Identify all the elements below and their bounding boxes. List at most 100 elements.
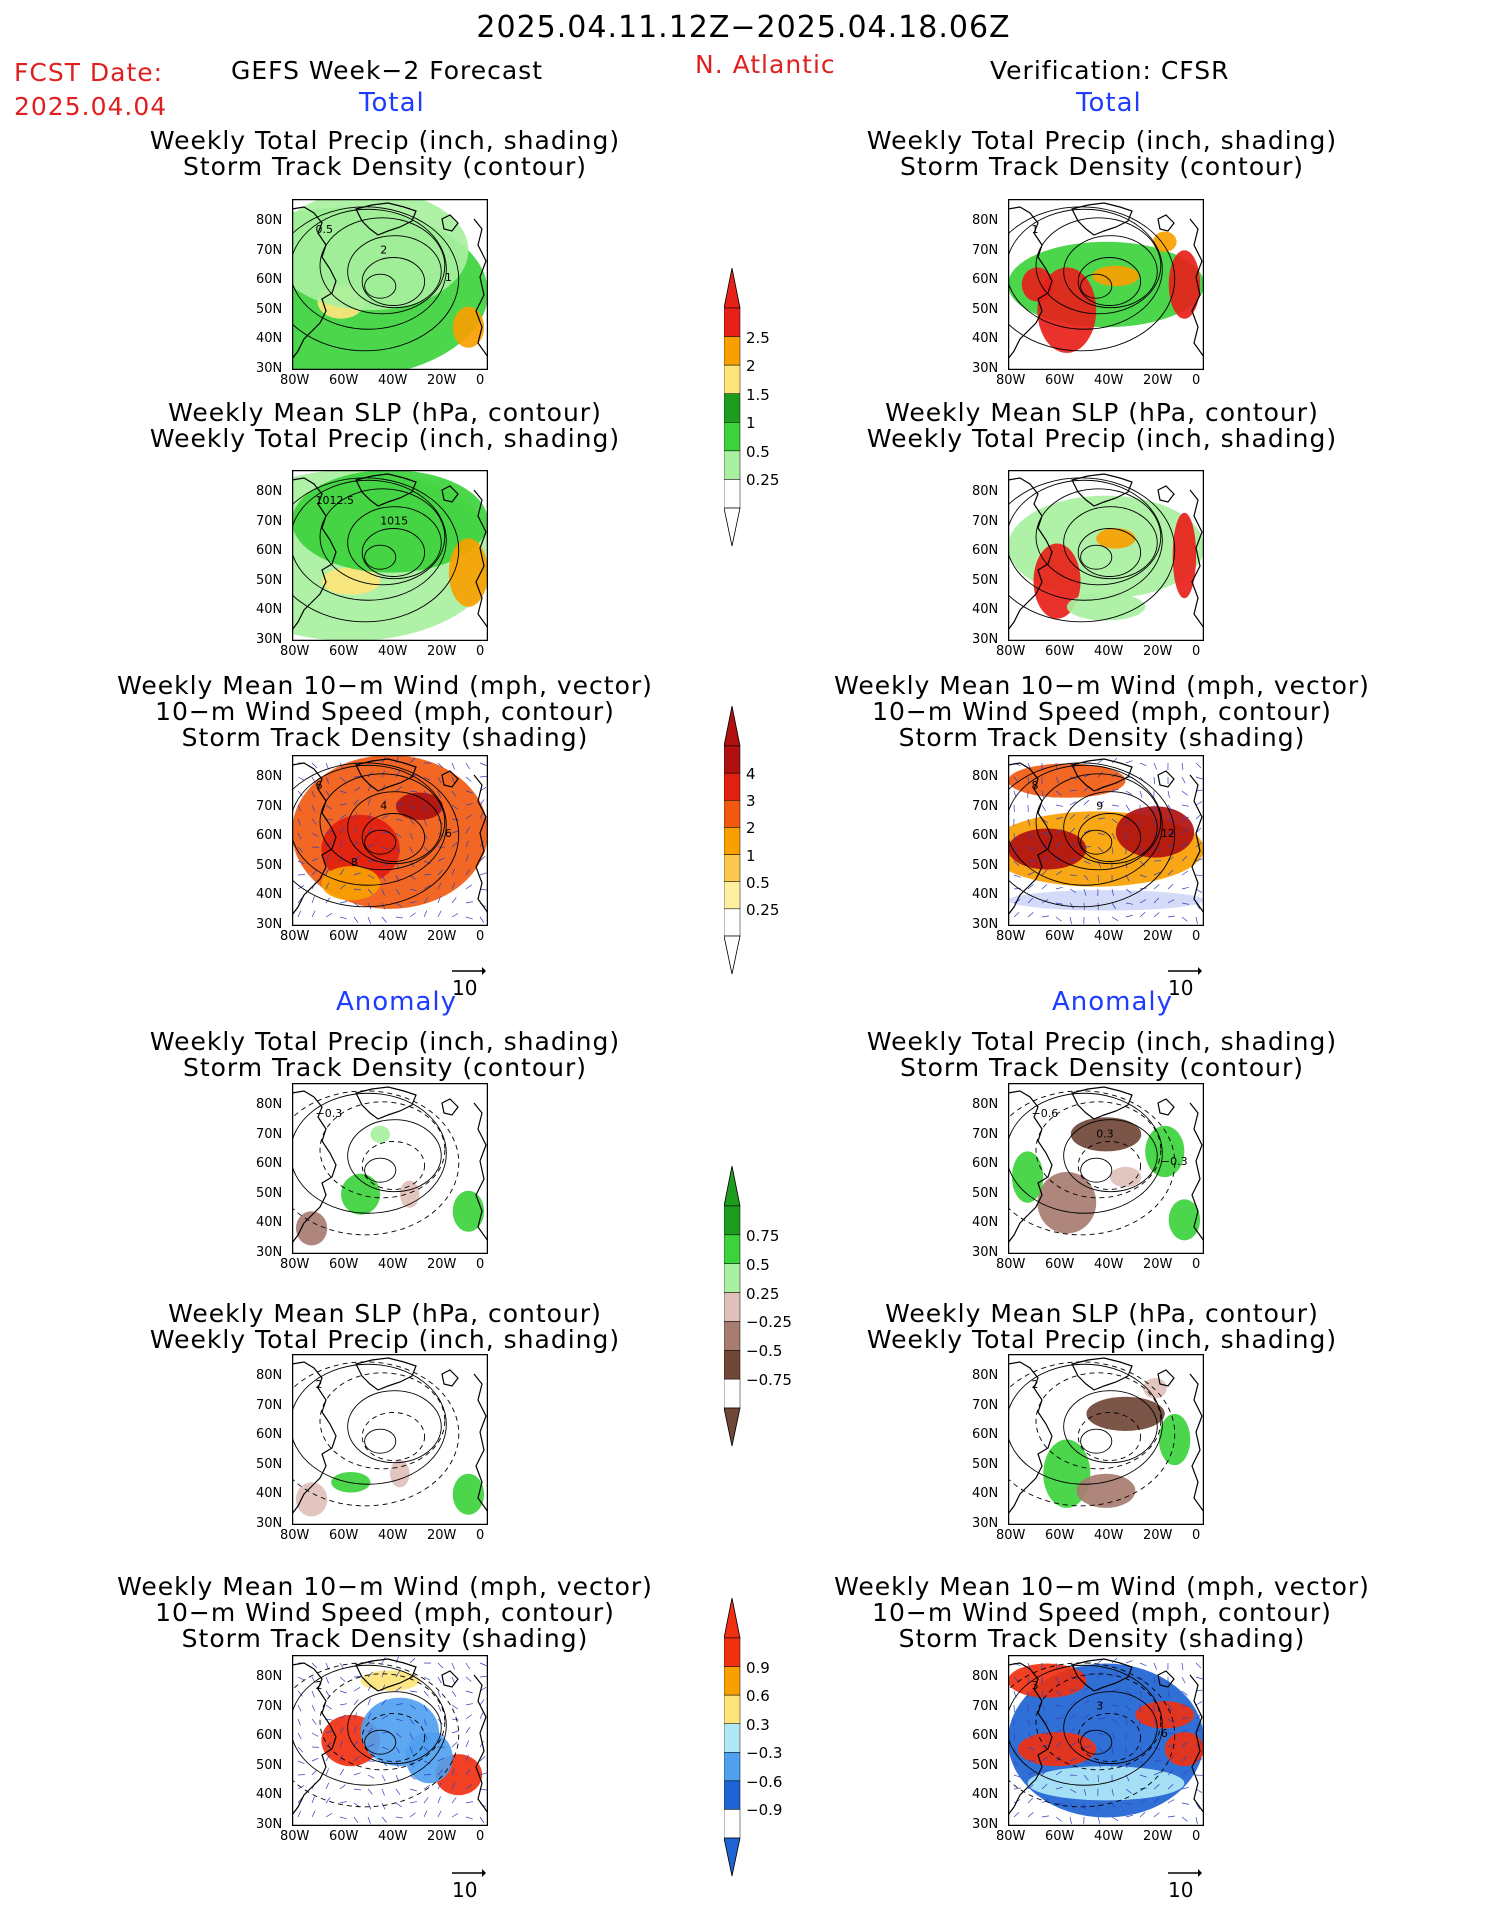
lon-tick-label: 20W: [1143, 1257, 1173, 1272]
lat-tick-label: 30N: [256, 1244, 283, 1260]
left-total-wind-title: Weekly Mean 10−m Wind (mph, vector) 10−m …: [117, 671, 653, 752]
lat-tick-label: 50N: [256, 1185, 283, 1201]
lat-tick-label: 60N: [972, 543, 999, 558]
map-panel-l-total-slp: 1012.5 1015 80N 70N 60N 50N 40N 30N 80W 60W 40W 20W…: [256, 470, 488, 659]
left-anom-precip-title: Weekly Total Precip (inch, shading) Storm…: [149, 1027, 621, 1082]
colorbar-label: −0.75: [746, 1371, 792, 1390]
contour-label: 9: [1096, 800, 1103, 813]
lon-tick-label: 20W: [427, 1528, 457, 1543]
contour-label: −0.3: [1161, 1155, 1188, 1168]
map-canvas: 2: [292, 1655, 488, 1826]
lon-tick-label: 80W: [996, 929, 1026, 944]
map-panel-r-total-precip: 1 80N 70N 60N 50N 40N 30N 80W 60W 40W 20W 0: [972, 199, 1204, 388]
lat-tick-label: 40N: [972, 331, 999, 346]
lon-tick-label: 60W: [329, 373, 359, 388]
lon-tick-label: 0: [1192, 929, 1201, 944]
colorbar-label: 1: [746, 414, 756, 433]
lat-tick-label: 80N: [972, 1669, 999, 1684]
colorbar-label: 0.3: [746, 1715, 770, 1734]
lat-tick-label: 50N: [256, 301, 283, 317]
map-panel-r-total-wind: 8 9 12 80N 70N 60N 50N 40N 30N 80W 60W 40W 20W 0: [972, 755, 1204, 944]
colorbar-label: 0.5: [746, 1255, 770, 1274]
lon-tick-label: 80W: [280, 373, 310, 388]
lat-tick-label: 70N: [256, 1397, 283, 1413]
lon-tick-label: 0: [476, 929, 485, 944]
lat-tick-label: 30N: [256, 1816, 283, 1832]
left-total-vector-ref: 10: [452, 966, 486, 1000]
right-total-section: Total: [1076, 88, 1142, 118]
contour-label: 1: [445, 271, 452, 284]
map-panel-r-anom-slp: 2 80N 70N 60N 50N 40N 30N 80W 60W 40W 20W 0: [972, 1354, 1204, 1543]
lat-tick-label: 70N: [256, 513, 283, 529]
contour-label: 8: [1032, 779, 1039, 792]
colorbar-label: −0.3: [746, 1744, 783, 1763]
lat-tick-label: 30N: [256, 360, 283, 376]
map-canvas: 0.5 2 1: [292, 199, 488, 370]
contour-label: 8: [351, 856, 358, 869]
lat-tick-label: 70N: [972, 513, 999, 529]
lon-tick-label: 0: [1192, 644, 1201, 659]
right-anomaly-section: Anomaly: [1052, 987, 1174, 1017]
lon-tick-label: 60W: [1045, 1528, 1075, 1543]
lat-tick-label: 60N: [972, 1427, 999, 1442]
lat-tick-label: 80N: [256, 484, 283, 499]
lon-tick-label: 40W: [378, 1257, 408, 1272]
contour-label: 2: [316, 1679, 323, 1692]
lon-tick-label: 80W: [996, 1528, 1026, 1543]
lon-tick-label: 40W: [1094, 1257, 1124, 1272]
lon-tick-label: 20W: [1143, 929, 1173, 944]
lat-tick-label: 80N: [256, 1669, 283, 1684]
contour-label: 0.5: [316, 223, 334, 236]
map-panel-l-anom-wind: 2 80N 70N 60N 50N 40N 30N 80W 60W 40W 20W 0: [256, 1655, 488, 1844]
region-title: N. Atlantic: [695, 50, 836, 79]
map-panel-l-total-precip: 0.5 2 1 80N 70N 60N 50N 40N 30N 80W 60W 40W 20W 0: [256, 199, 488, 388]
lat-tick-label: 40N: [256, 1787, 283, 1802]
lat-tick-label: 80N: [972, 484, 999, 499]
contour-label: 2: [316, 1378, 323, 1391]
map-panel-l-anom-precip: −0.3 80N 70N 60N 50N 40N 30N 80W 60W 40W 20W 0: [256, 1083, 488, 1272]
contour-label: 0.3: [1096, 1128, 1114, 1141]
contour-label: 12: [1161, 827, 1175, 840]
map-canvas: 1: [1008, 199, 1204, 370]
period-title: 2025.04.11.12Z−2025.04.18.06Z: [476, 10, 1011, 45]
right-anom-precip-title: Weekly Total Precip (inch, shading) Storm…: [866, 1027, 1338, 1082]
contour-label: −0.3: [316, 1107, 343, 1120]
lat-tick-label: 70N: [256, 242, 283, 258]
lat-tick-label: 30N: [256, 1515, 283, 1531]
lat-tick-label: 80N: [972, 769, 999, 784]
lat-tick-label: 40N: [972, 1486, 999, 1501]
contour-label: 6: [445, 827, 452, 840]
contour-label: 3: [1096, 1700, 1103, 1713]
left-total-slp-title: Weekly Mean SLP (hPa, contour) Weekly Tot…: [149, 398, 621, 453]
lon-tick-label: 20W: [427, 929, 457, 944]
lon-tick-label: 60W: [1045, 1829, 1075, 1844]
contour-label: 1015: [380, 515, 408, 528]
map-canvas: −0.3: [292, 1083, 488, 1254]
contour-label: 4: [380, 800, 387, 813]
lon-tick-label: 20W: [1143, 644, 1173, 659]
lon-tick-label: 0: [476, 1257, 485, 1272]
lon-tick-label: 60W: [329, 929, 359, 944]
lat-tick-label: 80N: [972, 213, 999, 228]
lon-tick-label: 0: [476, 644, 485, 659]
right-anom-slp-title: Weekly Mean SLP (hPa, contour) Weekly Tot…: [866, 1299, 1338, 1354]
map-canvas: [1008, 470, 1204, 641]
lat-tick-label: 50N: [256, 857, 283, 873]
colorbar-label: 3: [746, 792, 756, 811]
lon-tick-label: 80W: [280, 1257, 310, 1272]
lon-tick-label: 20W: [1143, 1829, 1173, 1844]
colorbar-precip-total: 2.5 2 1.5 1 0.5 0.25: [723, 267, 794, 552]
left-anom-vector-ref: 10: [452, 1868, 486, 1902]
lat-tick-label: 40N: [972, 1215, 999, 1230]
lat-tick-label: 60N: [972, 272, 999, 287]
lon-tick-label: 0: [476, 1829, 485, 1844]
lat-tick-label: 40N: [972, 602, 999, 617]
lon-tick-label: 0: [1192, 373, 1201, 388]
map-canvas: 3 3 6: [1008, 1655, 1204, 1826]
colorbar-label: 0.9: [746, 1658, 770, 1677]
lon-tick-label: 40W: [378, 373, 408, 388]
map-canvas: 2: [292, 1354, 488, 1525]
lat-tick-label: 50N: [972, 1757, 999, 1773]
map-panel-r-total-slp: 80N 70N 60N 50N 40N 30N 80W 60W 40W 20W 0: [972, 470, 1204, 659]
lat-tick-label: 80N: [256, 1097, 283, 1112]
